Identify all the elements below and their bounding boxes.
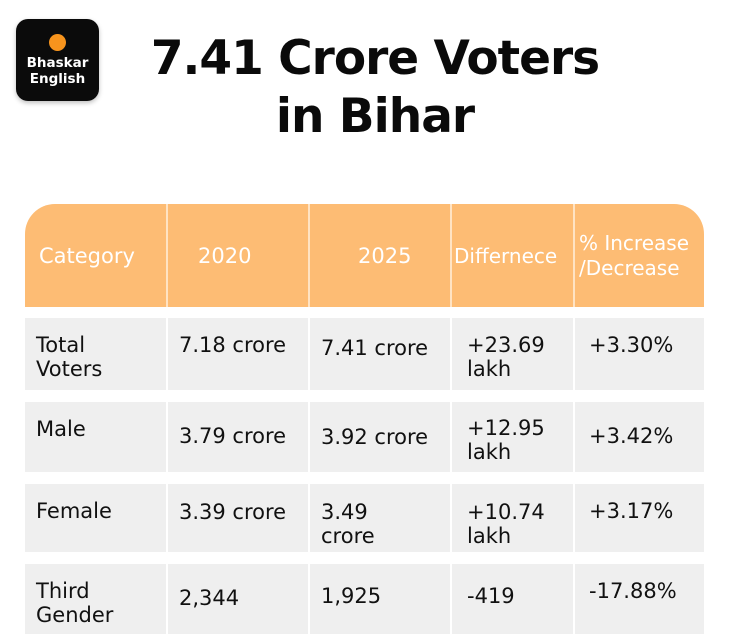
cell-2025: 3.92 crore bbox=[310, 402, 452, 472]
cell-change: -17.88% bbox=[589, 579, 677, 603]
table-row: Male 3.79 crore 3.92 crore +12.95 lakh +3… bbox=[25, 402, 704, 472]
table-row: Total Voters 7.18 crore 7.41 crore +23.69… bbox=[25, 318, 704, 390]
cell-2025: 1,925 bbox=[310, 564, 452, 634]
cell-difference: +12.95 lakh bbox=[452, 402, 575, 472]
table-header-row: Category 2020 2025 Differnece % Increase… bbox=[25, 204, 704, 307]
category-line1: Total bbox=[36, 333, 86, 357]
title-line1: 7.41 Crore Voters bbox=[150, 31, 600, 86]
y2025-line1: 3.49 bbox=[321, 500, 368, 524]
category-line2: Gender bbox=[36, 603, 114, 627]
header-category: Category bbox=[25, 204, 168, 307]
cell-difference: +23.69 lakh bbox=[452, 318, 575, 390]
cell-category: Third Gender bbox=[25, 564, 168, 634]
difference-line2: lakh bbox=[467, 440, 512, 464]
cell-category: Male bbox=[25, 402, 168, 472]
header-2025: 2025 bbox=[310, 204, 452, 307]
logo-dot-icon bbox=[49, 34, 66, 51]
logo-text-line1: Bhaskar bbox=[26, 55, 89, 71]
voters-table: Category 2020 2025 Differnece % Increase… bbox=[25, 204, 704, 634]
cell-2020: 7.18 crore bbox=[168, 318, 310, 390]
header-2020: 2020 bbox=[168, 204, 310, 307]
category-line2: Voters bbox=[36, 357, 103, 381]
difference-line2: lakh bbox=[467, 524, 512, 548]
cell-2025: 3.49 crore bbox=[310, 484, 452, 552]
cell-2020: 3.79 crore bbox=[168, 402, 310, 472]
cell-difference: +10.74 lakh bbox=[452, 484, 575, 552]
cell-category: Total Voters bbox=[25, 318, 168, 390]
table-row: Female 3.39 crore 3.49 crore +10.74 lakh +… bbox=[25, 484, 704, 552]
cell-change: +3.30% bbox=[589, 333, 674, 357]
bhaskar-english-logo: Bhaskar English bbox=[16, 19, 99, 101]
cell-2025: 7.41 crore bbox=[310, 318, 452, 390]
difference-line2: lakh bbox=[467, 357, 512, 381]
header-difference: Differnece bbox=[452, 204, 575, 307]
cell-change: +3.42% bbox=[589, 424, 674, 448]
header-change: % Increase /Decrease bbox=[575, 204, 704, 307]
table-row: Third Gender 2,344 1,925 -419 -17.88% bbox=[25, 564, 704, 634]
cell-difference: -419 bbox=[452, 564, 575, 634]
y2025-line2: crore bbox=[321, 524, 375, 548]
title-line2: in Bihar bbox=[275, 89, 475, 144]
difference-line1: +12.95 bbox=[467, 416, 545, 440]
page-title: 7.41 Crore Voters in Bihar bbox=[120, 30, 630, 146]
difference-line1: +10.74 bbox=[467, 500, 545, 524]
difference-line1: +23.69 bbox=[467, 333, 545, 357]
header-change-line1: % Increase bbox=[579, 230, 689, 255]
header-change-line2: /Decrease bbox=[579, 255, 680, 280]
category-line1: Third bbox=[36, 579, 90, 603]
cell-2020: 3.39 crore bbox=[168, 484, 310, 552]
logo-text-line2: English bbox=[29, 71, 86, 87]
cell-change: +3.17% bbox=[589, 499, 674, 523]
cell-category: Female bbox=[25, 484, 168, 552]
cell-2020: 2,344 bbox=[168, 564, 310, 634]
